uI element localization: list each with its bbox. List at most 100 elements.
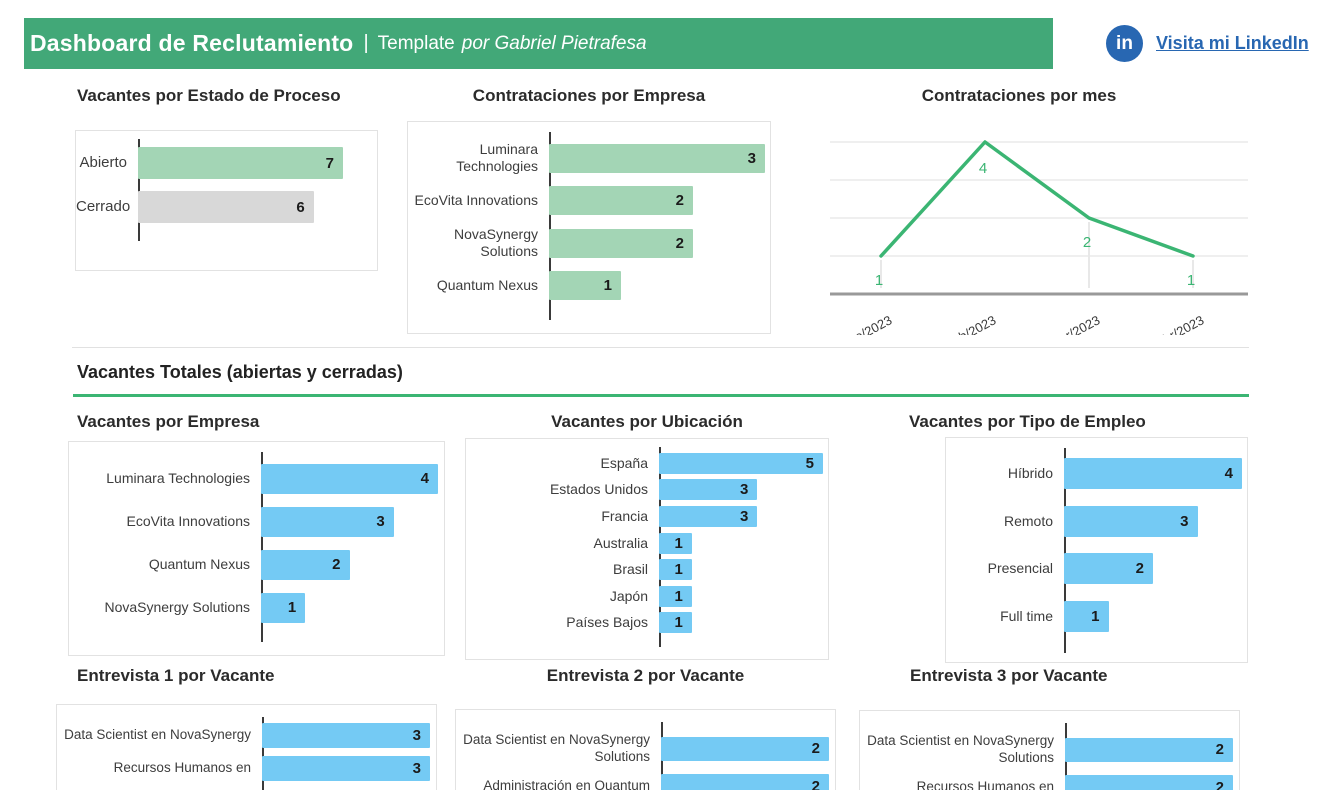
bar-row: Luminara Technologies 3 (408, 137, 770, 180)
bar-row: Estados Unidos 3 (466, 477, 828, 504)
bar: 2 (661, 736, 829, 761)
horizontal-divider (72, 347, 1249, 348)
bar: 3 (549, 143, 765, 173)
bar: 2 (1064, 553, 1153, 585)
bar: 3 (261, 506, 394, 537)
bar: 1 (261, 592, 306, 623)
bar-value-label: 5 (805, 454, 814, 472)
chart-vacantes-estado-proceso: Vacantes por Estado de Proceso Abierto 7 C… (75, 86, 378, 271)
bar-value-label: 2 (1215, 778, 1224, 790)
linkedin-link[interactable]: Visita mi LinkedIn (1156, 33, 1309, 53)
line-chart-svg: 1 4 2 1 ene/2023 feb/2023 mar/2023 abr/2023 (830, 140, 1248, 335)
bar-row: España 5 (466, 450, 828, 477)
bar-rows: Luminara Technologies 3 EcoVita Innovation… (408, 122, 770, 307)
chart-vacantes-tipo-empleo: Vacantes por Tipo de Empleo Híbrido 4 Remo… (909, 412, 1248, 663)
chart-title: Entrevista 1 por Vacante (77, 666, 275, 685)
y-axis-line (261, 452, 263, 642)
category-label: Híbrido (1007, 465, 1053, 482)
bar-rows: España 5 Estados Unidos 3 Francia 3 Australia 1… (466, 439, 828, 636)
bar-rows: Data Scientist en NovaSynergy Solutions 2… (456, 710, 835, 790)
bar-value-label: 3 (1180, 512, 1189, 530)
bar-value-label: 2 (1215, 741, 1224, 759)
category-label: Luminara Technologies (456, 141, 538, 175)
chart-title: Vacantes por Ubicación (551, 412, 743, 431)
bar-row: Full time 1 (946, 593, 1247, 641)
bar: 2 (1065, 737, 1233, 762)
category-label: EcoVita Innovations (414, 192, 539, 209)
bar-row: Recursos Humanos en 3 (57, 752, 436, 785)
y-axis-line (1064, 448, 1066, 653)
category-label: Data Scientist en NovaSynergy Solutions (463, 732, 650, 764)
bar: 4 (1064, 458, 1242, 490)
bar-value-label: 3 (412, 760, 421, 777)
bar-chart-canvas: Luminara Technologies 4 EcoVita Innovation… (68, 441, 445, 656)
bar-row: Data Scientist en NovaSynergy Solutions 2 (860, 731, 1239, 769)
category-label: NovaSynergy Solutions (104, 598, 250, 615)
bar-value-label: 2 (675, 234, 684, 252)
y-axis-line (549, 132, 551, 320)
bar-row: Presencial 2 (946, 545, 1247, 593)
category-label: España (600, 454, 648, 471)
bar-row: Híbrido 4 (946, 450, 1247, 498)
x-axis-tick-label: feb/2023 (947, 312, 999, 335)
line-chart-canvas: 1 4 2 1 ene/2023 feb/2023 mar/2023 abr/2023 (830, 121, 1248, 335)
chart-contrataciones-empresa: Contrataciones por Empresa Luminara Tech… (407, 86, 771, 334)
category-label: Recursos Humanos en (916, 779, 1054, 790)
bar-value-label: 6 (296, 198, 305, 216)
title-separator: | (363, 32, 369, 54)
x-axis-tick-label: ene/2023 (839, 312, 894, 335)
bar-value-label: 1 (674, 614, 683, 632)
bar-rows: Híbrido 4 Remoto 3 Presencial 2 Full time 1 (946, 438, 1247, 640)
category-label: Recursos Humanos en (113, 760, 251, 776)
bar: 3 (262, 756, 430, 781)
y-axis-line (262, 717, 264, 790)
bar-rows: Data Scientist en NovaSynergy 3 Recursos H… (57, 705, 436, 785)
chart-vacantes-ubicacion: Vacantes por Ubicación España 5 Estados Un… (465, 412, 829, 660)
linkedin-icon[interactable]: in (1106, 25, 1143, 62)
bar: 3 (659, 505, 758, 527)
category-label: Presencial (987, 560, 1053, 577)
bar-chart-canvas: Data Scientist en NovaSynergy Solutions 2… (455, 709, 836, 790)
bar-value-label: 4 (420, 470, 429, 487)
bar: 1 (659, 585, 692, 607)
category-label: Abierto (79, 153, 127, 171)
bar: 1 (1064, 600, 1109, 632)
bar-row: Cerrado 6 (76, 185, 377, 229)
bar: 2 (661, 774, 829, 790)
bar-rows: Data Scientist en NovaSynergy Solutions 2… (860, 711, 1239, 790)
bar-row: Australia 1 (466, 530, 828, 557)
bar-value-label: 3 (376, 513, 385, 530)
point-value-label: 4 (979, 160, 987, 177)
bar: 2 (549, 186, 693, 216)
template-label: Template (377, 32, 455, 54)
bar-value-label: 4 (1224, 465, 1233, 483)
bar-rows: Luminara Technologies 4 EcoVita Innovation… (69, 442, 444, 629)
bar-row: Recursos Humanos en 2 (860, 769, 1239, 790)
bar-value-label: 1 (674, 534, 683, 552)
bar-value-label: 2 (811, 740, 820, 758)
category-label: Remoto (1003, 512, 1053, 529)
bar-value-label: 3 (740, 481, 749, 499)
bar: 5 (659, 452, 823, 474)
x-axis-tick-label: mar/2023 (1047, 312, 1103, 335)
bar-row: NovaSynergy Solutions 1 (69, 586, 444, 629)
bar-value-label: 7 (325, 154, 334, 172)
bar-chart-canvas: Abierto 7 Cerrado 6 (75, 130, 378, 271)
bar-chart-canvas: Data Scientist en NovaSynergy Solutions 2… (859, 710, 1240, 790)
bar: 4 (261, 463, 438, 494)
bar-value-label: 2 (675, 192, 684, 210)
chart-vacantes-empresa: Vacantes por Empresa Luminara Technologi… (68, 412, 445, 656)
category-label: Países Bajos (566, 614, 648, 631)
bar-chart-canvas: Data Scientist en NovaSynergy 3 Recursos H… (56, 704, 437, 790)
bar-row: Países Bajos 1 (466, 610, 828, 637)
section-title-vacantes-totales: Vacantes Totales (abiertas y cerradas) (73, 360, 1249, 397)
bar: 6 (138, 191, 314, 223)
bar-chart-canvas: Luminara Technologies 3 EcoVita Innovation… (407, 121, 771, 334)
bar: 3 (1064, 505, 1198, 537)
bar-value-label: 2 (332, 556, 341, 573)
chart-entrevista-3: Entrevista 3 por Vacante Data Scientist … (859, 666, 1240, 790)
bar-value-label: 1 (674, 587, 683, 605)
bar-row: Quantum Nexus 1 (408, 265, 770, 308)
bar-value-label: 1 (674, 561, 683, 579)
bar-row: Luminara Technologies 4 (69, 457, 444, 500)
